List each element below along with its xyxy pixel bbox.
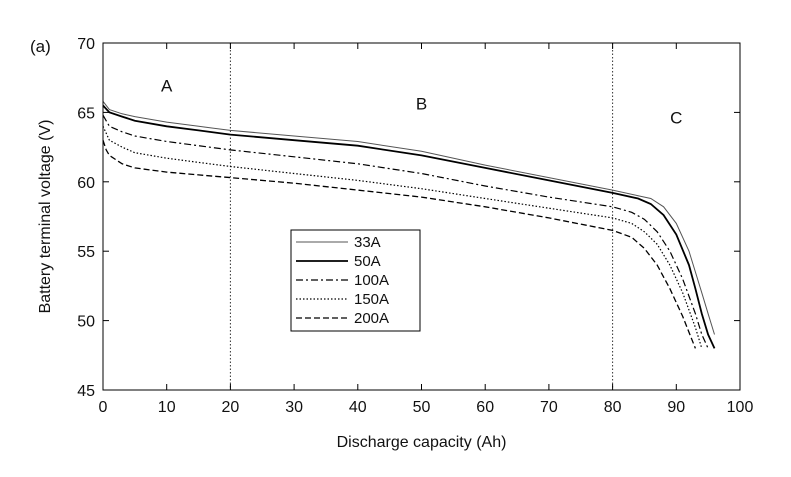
series-line-33A — [102, 100, 715, 335]
series-line-100A — [102, 114, 709, 349]
y-tick-label: 50 — [77, 314, 95, 331]
x-tick-label: 10 — [158, 399, 176, 416]
region-labels: A B C — [161, 77, 682, 128]
x-tick-label: 20 — [222, 399, 240, 416]
x-tick-label: 80 — [604, 399, 622, 416]
x-tick-label: 0 — [99, 399, 108, 416]
region-label-B: B — [416, 95, 427, 114]
x-tick-label: 30 — [285, 399, 303, 416]
x-tick-label: 40 — [349, 399, 367, 416]
x-axis-label: Discharge capacity (Ah) — [337, 434, 507, 451]
y-tick-label: 65 — [77, 105, 95, 122]
x-tick-label: 100 — [727, 399, 754, 416]
y-tick-label: 70 — [77, 36, 95, 53]
axis-ticks: 0 10 20 30 40 50 60 70 80 90 100 45 50 55 60 65 70 — [77, 36, 753, 416]
series-line-200A — [102, 139, 697, 349]
y-tick-label: 55 — [77, 244, 95, 261]
panel-label: (a) — [30, 37, 51, 56]
legend: 33A 50A 100A 150A 200A — [290, 229, 421, 332]
x-tick-label: 90 — [667, 399, 685, 416]
region-label-A: A — [161, 77, 173, 96]
legend-label-150A: 150A — [354, 291, 389, 308]
series-layer — [102, 100, 716, 349]
y-tick-label: 60 — [77, 175, 95, 192]
y-axis-label: Battery terminal voltage (V) — [37, 120, 54, 314]
x-tick-label: 70 — [540, 399, 558, 416]
series-line-150A — [102, 126, 703, 349]
x-tick-label: 50 — [413, 399, 431, 416]
x-tick-label: 60 — [476, 399, 494, 416]
y-tick-label: 45 — [77, 383, 95, 400]
legend-label-200A: 200A — [354, 310, 389, 327]
legend-label-50A: 50A — [354, 253, 381, 270]
series-line-50A — [102, 104, 716, 349]
region-label-C: C — [670, 109, 682, 128]
legend-label-33A: 33A — [354, 234, 381, 251]
plot-frame — [102, 42, 741, 391]
legend-label-100A: 100A — [354, 272, 389, 289]
